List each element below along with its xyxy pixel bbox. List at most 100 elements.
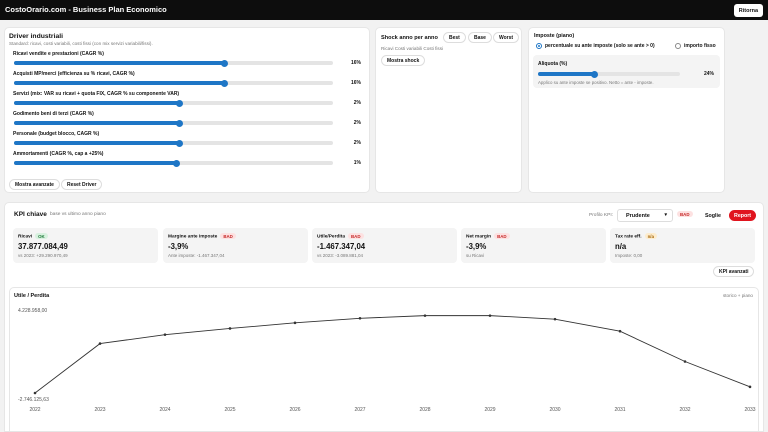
driver-slider-thumb[interactable] (176, 139, 184, 147)
kpi-advanced-button[interactable]: KPI avanzati (713, 266, 755, 277)
kpi-card-label: Margine ante imposte (168, 234, 218, 240)
driver-label: Ammortamenti (CAGR %, cap a +25%) (13, 151, 104, 157)
kpi-card-label: Utile/Perdita (317, 234, 345, 240)
data-point (553, 317, 557, 321)
tax-note: Applico su ante imposte se positivo. Net… (538, 80, 654, 85)
driver-slider[interactable] (14, 139, 333, 147)
shock-worst-button[interactable]: Worst (493, 32, 520, 43)
driver-slider[interactable] (14, 59, 333, 67)
driver-slider-fill (14, 141, 180, 145)
app-title: CostoOrario.com - Business Plan Economic… (5, 5, 167, 14)
driver-label: Godimento beni di terzi (CAGR %) (13, 111, 94, 117)
data-point (98, 342, 102, 345)
kpi-card-sub: su Ricavi (466, 253, 485, 258)
driver-label: Personale (budget blocco, CAGR %) (13, 131, 100, 137)
kpi-profile-select[interactable]: Prudente ▾ (617, 209, 673, 222)
kpi-card-tax-rate: Tax rate eff. n/a n/a Imposte: 0,00 (610, 228, 755, 263)
kpi-title: KPI chiave (14, 211, 47, 218)
data-point (293, 321, 297, 325)
driver-label: Ricavi vendite e prestazioni (CAGR %) (13, 51, 104, 57)
kpi-card-label: Net margin (466, 234, 492, 240)
kpi-card-value: 37.877.084,49 (18, 242, 68, 251)
kpi-card-sub: Imposte: 0,00 (615, 253, 643, 258)
shock-title: Shock anno per anno (381, 35, 438, 41)
profit-loss-chart: 4.228.958,00 -2.746.125,63 2022 2023 2024 202… (18, 308, 756, 413)
driver-slider[interactable] (14, 79, 333, 87)
kpi-card-value: -3,9% (466, 242, 487, 251)
driver-slider[interactable] (14, 99, 333, 107)
driver-slider[interactable] (14, 119, 333, 127)
tax-fixed-label[interactable]: importo fisso (684, 43, 716, 49)
driver-value: 16% (350, 60, 361, 66)
driver-value: 2% (353, 140, 361, 146)
x-tick-label: 2032 (679, 407, 690, 413)
kpi-card-sub: Ante imposte: -1.467.347,04 (168, 253, 225, 258)
shock-card: Shock anno per anno Best Base Worst Rica… (375, 27, 522, 193)
x-tick-label: 2025 (224, 407, 235, 413)
kpi-card-badge: BAD (348, 233, 364, 239)
tax-fixed-radio[interactable] (675, 43, 681, 49)
tax-rate-thumb[interactable] (591, 70, 599, 78)
shock-best-button[interactable]: Best (443, 32, 466, 43)
drivers-title: Driver industriali (9, 33, 64, 40)
kpi-card-value: -3,9% (168, 242, 189, 251)
data-point (228, 327, 232, 330)
kpi-card-label: Ricavi (18, 234, 33, 240)
show-shock-button[interactable]: Mostra shock (381, 55, 426, 66)
x-tick-label: 2023 (94, 407, 105, 413)
back-button[interactable]: Ritorna (733, 4, 763, 17)
kpi-card-sub: vs 2023: -3.089.881,04 (317, 253, 364, 258)
tax-rate-panel: Aliquota (%) 24% Applico su ante imposte… (533, 55, 720, 88)
driver-slider-fill (14, 161, 177, 165)
x-tick-label: 2030 (549, 407, 560, 413)
driver-slider-fill (14, 101, 180, 105)
kpi-subtitle: base vs ultimo anno piano (50, 212, 106, 217)
x-tick-label: 2022 (29, 407, 40, 413)
data-point (488, 314, 492, 317)
data-point (163, 333, 167, 336)
driver-slider-fill (14, 61, 225, 65)
tax-percent-label[interactable]: percentuale su ante imposte (solo se ant… (545, 43, 655, 49)
data-point (683, 360, 687, 363)
show-advanced-button[interactable]: Mostra avanzate (9, 179, 60, 190)
tax-rate-label: Aliquota (%) (538, 61, 568, 67)
x-tick-label: 2033 (744, 407, 755, 413)
tax-percent-radio[interactable] (536, 43, 542, 49)
top-bar: CostoOrario.com - Business Plan Economic… (0, 0, 768, 20)
data-point (423, 314, 427, 317)
kpi-card-value: n/a (615, 242, 627, 251)
tax-rate-fill (538, 72, 595, 76)
driver-slider-thumb[interactable] (173, 159, 181, 167)
kpi-card-pretax-margin: Margine ante imposte BAD -3,9% Ante impos… (163, 228, 308, 263)
driver-slider-thumb[interactable] (176, 119, 184, 127)
driver-slider-fill (14, 81, 225, 85)
shock-base-button[interactable]: Base (468, 32, 492, 43)
kpi-card-label: Tax rate eff. (615, 234, 642, 240)
series-line (34, 315, 751, 394)
chevron-down-icon: ▾ (664, 212, 667, 218)
kpi-card-badge: n/a (644, 233, 657, 239)
driver-slider-thumb[interactable] (176, 99, 184, 107)
driver-slider-thumb[interactable] (221, 59, 229, 67)
y-tick-min: -2.746.125,63 (18, 397, 49, 403)
data-point (748, 385, 752, 389)
driver-value: 16% (350, 80, 361, 86)
tax-rate-slider[interactable] (538, 70, 680, 78)
taxes-card: Imposte (piano) percentuale su ante impo… (528, 27, 725, 193)
driver-label: Servizi (mix: VAR su ricavi + quota FIX,… (13, 91, 180, 97)
thresholds-button[interactable]: Soglie (705, 213, 721, 219)
x-tick-label: 2028 (419, 407, 430, 413)
x-tick-label: 2029 (484, 407, 495, 413)
data-point (618, 329, 622, 333)
driver-slider-thumb[interactable] (221, 79, 229, 87)
report-button[interactable]: Report (729, 210, 757, 221)
driver-slider[interactable] (14, 159, 333, 167)
chart-title: Utile / Perdita (14, 293, 50, 299)
data-point (358, 316, 362, 320)
chart-legend: storico + piano (722, 293, 753, 298)
kpi-card-revenue: Ricavi OK 37.877.084,49 vs 2023: +29.290.… (13, 228, 158, 263)
kpi-status-badge: BAD (677, 211, 693, 217)
kpi-card-badge: BAD (220, 233, 236, 239)
reset-drivers-button[interactable]: Reset Driver (61, 179, 103, 190)
kpi-card-profit-loss: Utile/Perdita BAD -1.467.347,04 vs 2023: … (312, 228, 457, 263)
